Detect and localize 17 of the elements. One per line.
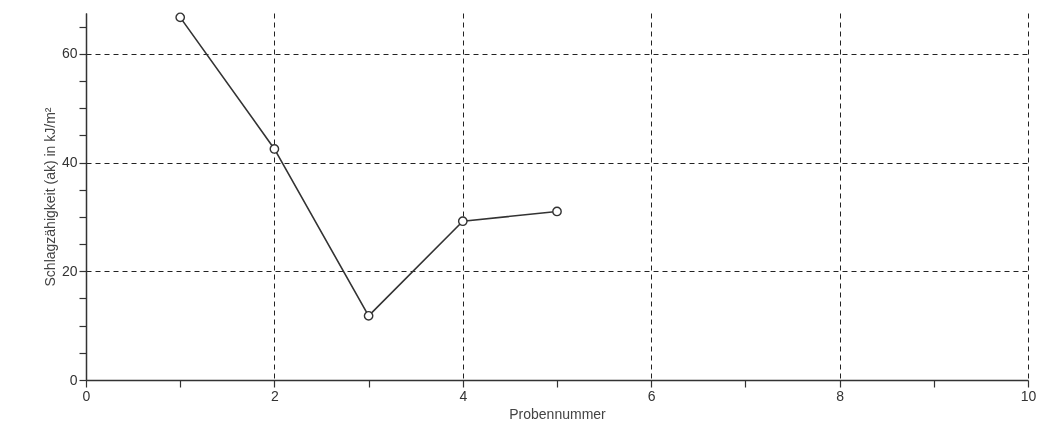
x-tick-label: 6: [647, 387, 656, 404]
point: [269, 144, 280, 154]
x-tick-label: 10: [1020, 387, 1037, 404]
y-tick-label: 40: [61, 154, 78, 171]
x-tick-label: 4: [459, 387, 468, 404]
y-tick-label: 20: [61, 262, 78, 279]
point: [457, 216, 468, 227]
x-axis-title: Probennummer: [509, 405, 607, 422]
y-axis-title: Schlagzähigkeit (ak) in kJ/m²: [41, 107, 58, 287]
point: [363, 310, 374, 321]
point: [175, 12, 186, 23]
x-tick-label: 0: [82, 387, 91, 404]
point: [552, 206, 562, 217]
y-tick-label: 0: [69, 371, 78, 388]
x-tick-label: 2: [271, 387, 279, 404]
x-tick-label: 8: [836, 387, 845, 404]
y-tick-label: 60: [61, 45, 78, 62]
